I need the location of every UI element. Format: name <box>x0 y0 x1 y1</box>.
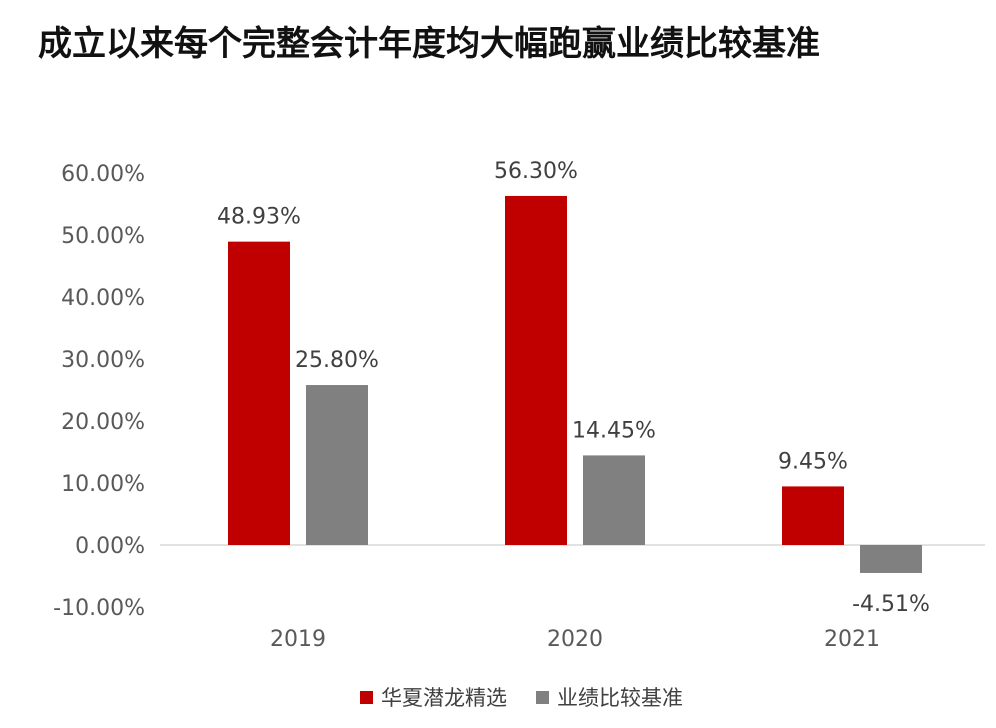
data-label: -4.51% <box>852 592 930 617</box>
y-tick-label: -10.00% <box>53 596 145 621</box>
x-tick-label: 2021 <box>824 627 880 652</box>
legend-label: 业绩比较基准 <box>557 686 683 710</box>
y-tick-label: 50.00% <box>61 224 145 249</box>
legend-label: 华夏潜龙精选 <box>381 686 507 710</box>
data-label: 48.93% <box>217 205 301 230</box>
data-label: 56.30% <box>494 159 578 184</box>
bar-benchmark-2019 <box>306 385 368 545</box>
data-label: 9.45% <box>778 449 848 474</box>
legend-swatch <box>360 691 373 704</box>
bar-fund-2021 <box>782 486 844 545</box>
x-tick-label: 2020 <box>547 627 603 652</box>
bar-benchmark-2021 <box>860 545 922 573</box>
y-tick-label: 20.00% <box>61 410 145 435</box>
y-tick-label: 40.00% <box>61 286 145 311</box>
y-tick-label: 10.00% <box>61 472 145 497</box>
legend-swatch <box>536 691 549 704</box>
data-label: 14.45% <box>572 418 656 443</box>
y-tick-label: 0.00% <box>75 534 145 559</box>
x-tick-label: 2019 <box>270 627 326 652</box>
bar-fund-2019 <box>228 241 290 545</box>
bar-benchmark-2020 <box>583 455 645 545</box>
bar-fund-2020 <box>505 195 567 545</box>
data-label: 25.80% <box>295 348 379 373</box>
y-tick-label: 30.00% <box>61 348 145 373</box>
chart-title: 成立以来每个完整会计年度均大幅跑赢业绩比较基准 <box>38 24 820 64</box>
y-tick-label: 60.00% <box>61 162 145 187</box>
